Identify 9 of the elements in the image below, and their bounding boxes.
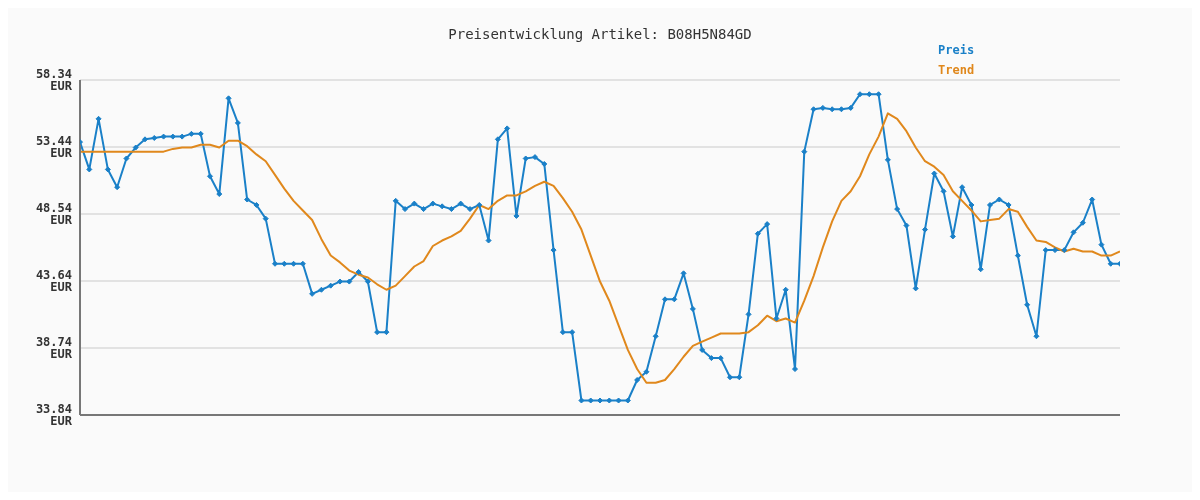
y-tick-label: 38.74 EUR	[35, 335, 73, 362]
chart-title: Preisentwicklung Artikel: B08H5N84GD	[447, 26, 753, 42]
text: Preis	[938, 42, 975, 59]
y-tick-label: 58.34 EUR	[35, 67, 73, 94]
text: Trend	[938, 62, 975, 79]
y-tick-label: 53.44 EUR	[35, 134, 73, 161]
y-tick-label: 43.64 EUR	[35, 268, 73, 295]
y-tick-label: 48.54 EUR	[35, 201, 73, 228]
y-tick-label: 33.84 EUR	[35, 402, 73, 429]
